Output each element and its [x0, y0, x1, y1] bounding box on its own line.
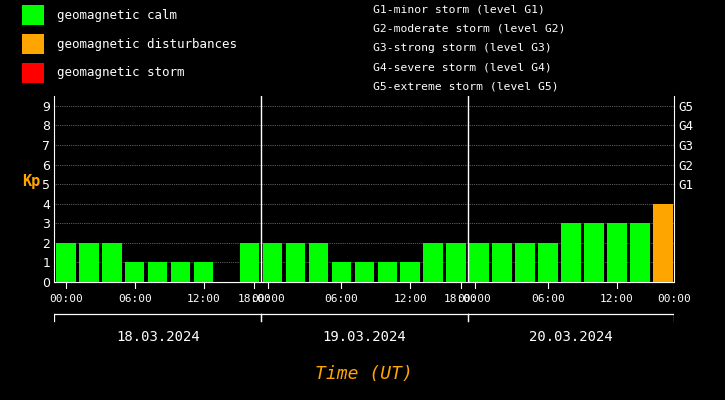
Text: 06:00: 06:00: [325, 294, 358, 304]
FancyBboxPatch shape: [22, 63, 44, 83]
Text: 20.03.2024: 20.03.2024: [529, 330, 613, 344]
Bar: [653, 204, 673, 282]
Text: 00:00: 00:00: [251, 294, 285, 304]
Bar: [584, 223, 604, 282]
FancyBboxPatch shape: [22, 34, 44, 54]
Text: 06:00: 06:00: [118, 294, 152, 304]
Text: 06:00: 06:00: [531, 294, 565, 304]
Bar: [400, 262, 420, 282]
Text: geomagnetic disturbances: geomagnetic disturbances: [57, 38, 236, 51]
Bar: [194, 262, 213, 282]
Text: 00:00: 00:00: [658, 294, 691, 304]
Bar: [125, 262, 144, 282]
Bar: [240, 243, 260, 282]
Text: Time (UT): Time (UT): [315, 366, 413, 383]
Text: 18:00: 18:00: [444, 294, 478, 304]
Bar: [630, 223, 650, 282]
Bar: [561, 223, 581, 282]
Text: 12:00: 12:00: [600, 294, 634, 304]
Text: 12:00: 12:00: [394, 294, 427, 304]
Text: geomagnetic calm: geomagnetic calm: [57, 9, 177, 22]
Bar: [355, 262, 374, 282]
Text: 18.03.2024: 18.03.2024: [116, 330, 199, 344]
Bar: [331, 262, 351, 282]
Bar: [262, 243, 282, 282]
Text: G3-strong storm (level G3): G3-strong storm (level G3): [373, 43, 552, 53]
Bar: [286, 243, 305, 282]
Bar: [447, 243, 466, 282]
Bar: [171, 262, 191, 282]
Bar: [309, 243, 328, 282]
Bar: [148, 262, 167, 282]
Text: G2-moderate storm (level G2): G2-moderate storm (level G2): [373, 24, 566, 34]
Bar: [423, 243, 443, 282]
Bar: [102, 243, 122, 282]
Bar: [56, 243, 75, 282]
Text: G4-severe storm (level G4): G4-severe storm (level G4): [373, 62, 552, 72]
Bar: [79, 243, 99, 282]
Text: geomagnetic storm: geomagnetic storm: [57, 66, 184, 79]
Text: 00:00: 00:00: [457, 294, 492, 304]
Bar: [469, 243, 489, 282]
Bar: [607, 223, 626, 282]
Y-axis label: Kp: Kp: [22, 174, 40, 189]
Bar: [538, 243, 558, 282]
Text: 12:00: 12:00: [187, 294, 220, 304]
Bar: [515, 243, 535, 282]
FancyBboxPatch shape: [22, 5, 44, 25]
Text: G1-minor storm (level G1): G1-minor storm (level G1): [373, 4, 545, 14]
Bar: [378, 262, 397, 282]
Text: 19.03.2024: 19.03.2024: [323, 330, 406, 344]
Text: G5-extreme storm (level G5): G5-extreme storm (level G5): [373, 82, 559, 92]
Text: 18:00: 18:00: [237, 294, 271, 304]
Bar: [492, 243, 512, 282]
Text: 00:00: 00:00: [49, 294, 83, 304]
